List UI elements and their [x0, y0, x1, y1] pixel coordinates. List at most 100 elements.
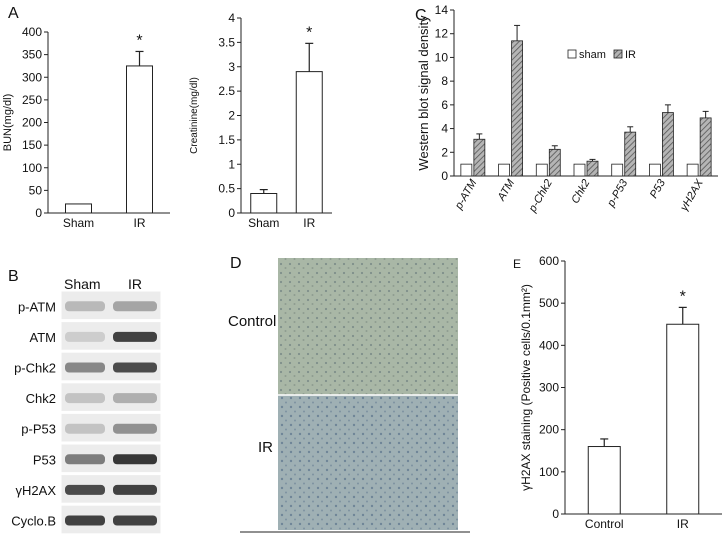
bar — [126, 65, 153, 214]
x-category-label: p-ATM — [452, 177, 479, 212]
blot-row-label: Chk2 — [26, 391, 56, 406]
bar — [65, 203, 92, 214]
panel-letter-b: B — [8, 268, 19, 285]
panel-letter-e: E — [513, 257, 521, 271]
blot-row-label: Cyclo.B — [11, 514, 56, 529]
blot-band-sham — [65, 454, 105, 465]
blot-row-label: p-ATM — [18, 299, 56, 314]
y-tick-label: 300 — [539, 381, 559, 395]
creatinine-bar-chart: 0 0.5 1 1.5 2 2.5 3 3.5 4 Sham * IR Creatinine(mg/dl… — [189, 11, 332, 230]
y-tick-label: 300 — [22, 70, 42, 84]
blot-band-sham — [65, 423, 105, 434]
histology-ir-image — [278, 395, 458, 530]
bar-ir — [699, 117, 712, 177]
y-tick-label: 4 — [228, 11, 235, 25]
y-tick-label: 1.5 — [218, 133, 235, 147]
x-category-label: IR — [677, 517, 689, 531]
y-tick-label: 14 — [435, 3, 449, 17]
legend-label-sham: sham — [579, 49, 606, 61]
y-tick-label: 0 — [35, 206, 42, 220]
significance-marker: * — [680, 288, 686, 305]
histology-label-ir: IR — [258, 439, 273, 456]
legend-label-ir: IR — [625, 49, 636, 61]
x-category-label: IR — [303, 216, 315, 230]
blot-row-label: p-P53 — [21, 422, 56, 437]
blot-band-ir — [113, 393, 157, 404]
blot-row-label: p-Chk2 — [14, 361, 56, 376]
y-tick-label: 4 — [441, 122, 448, 136]
y-tick-label: 100 — [22, 161, 42, 175]
blot-band-sham — [65, 301, 105, 312]
blot-band-sham — [65, 393, 105, 404]
y-tick-label: 400 — [22, 25, 42, 39]
y-tick-label: 8 — [441, 74, 448, 88]
bar — [295, 71, 323, 214]
y-tick-label: 10 — [435, 50, 449, 64]
blot-band-sham — [65, 515, 105, 526]
blot-band-ir — [113, 423, 157, 434]
y-tick-label: 0 — [441, 169, 448, 183]
bar — [666, 323, 700, 515]
y-tick-label: 12 — [435, 27, 449, 41]
x-category-label: Sham — [248, 216, 279, 230]
bar-ir — [624, 131, 637, 177]
y-tick-label: 2 — [228, 109, 235, 123]
y-tick-label: 350 — [22, 48, 42, 62]
blot-band-ir — [113, 484, 157, 495]
y-tick-label: 500 — [539, 296, 559, 310]
blot-band-sham — [65, 484, 105, 495]
y-tick-label: 3.5 — [218, 35, 235, 49]
bar — [587, 446, 621, 515]
y-tick-label: 100 — [539, 465, 559, 479]
blot-row-label: γH2AX — [16, 483, 57, 498]
bar-sham — [686, 163, 699, 177]
bar-ir — [548, 148, 561, 177]
y-tick-label: 2 — [441, 145, 448, 159]
bar-sham — [573, 163, 586, 177]
blot-band-ir — [113, 515, 157, 526]
significance-marker: * — [306, 24, 312, 41]
x-category-label: p-Chk2 — [526, 178, 555, 216]
legend-swatch-sham — [567, 49, 577, 59]
x-category-label: p-P53 — [605, 177, 631, 210]
histology-control-image — [278, 258, 458, 395]
y-axis-label: BUN(mg/dl) — [2, 94, 14, 151]
bar-sham — [498, 163, 510, 177]
y-axis-label: Creatinine(mg/dl) — [189, 77, 200, 154]
blot-band-ir — [113, 362, 157, 373]
y-axis-label: Western blot signal density — [416, 15, 431, 171]
x-category-label: Sham — [63, 216, 94, 230]
h2ax-staining-bar-chart: 0 100 200 300 400 500 600 Control * IR γH2AX stain… — [519, 254, 722, 531]
y-tick-label: 400 — [539, 338, 559, 352]
y-tick-label: 0.5 — [218, 182, 235, 196]
blot-band-ir — [113, 331, 157, 342]
x-category-label: Chk2 — [569, 178, 592, 206]
bar-ir — [662, 112, 674, 177]
bar-ir — [511, 40, 523, 177]
bun-bar-chart: 0 50 100 150 200 250 300 350 400 Sham * IR BUN(mg/dl… — [2, 25, 170, 230]
blot-band-sham — [65, 362, 105, 373]
y-tick-label: 1 — [228, 157, 235, 171]
panel-letter-c: C — [415, 7, 427, 24]
y-tick-label: 50 — [29, 183, 43, 197]
x-category-label: γH2AX — [678, 177, 706, 213]
blot-row-label: ATM — [30, 330, 56, 345]
bar-sham — [611, 163, 624, 177]
y-tick-label: 250 — [22, 93, 42, 107]
bar-ir — [586, 160, 599, 177]
blot-column-sham: Sham — [64, 276, 101, 292]
legend-swatch-ir — [613, 49, 623, 59]
western-blot-panel: Sham IR p-ATM ATM p-Chk2 Chk2 p-P53 P53 γH2AX Cyc… — [11, 276, 162, 534]
x-category-label: ATM — [495, 177, 518, 204]
blot-band-ir — [113, 454, 157, 465]
blot-column-ir: IR — [128, 276, 142, 292]
bar-sham — [649, 163, 661, 177]
y-tick-label: 0 — [552, 507, 559, 521]
y-tick-label: 150 — [22, 138, 42, 152]
y-tick-label: 200 — [22, 116, 42, 130]
bar-sham — [535, 163, 548, 177]
panel-letter-d: D — [230, 255, 242, 272]
y-tick-label: 0 — [228, 206, 235, 220]
western-density-bar-chart: 0 2 4 6 8 10 12 14 p-ATM ATM p-Chk2 Chk2 p-P53 P53 γH2… — [416, 3, 718, 215]
blot-row-label: P53 — [33, 452, 56, 467]
